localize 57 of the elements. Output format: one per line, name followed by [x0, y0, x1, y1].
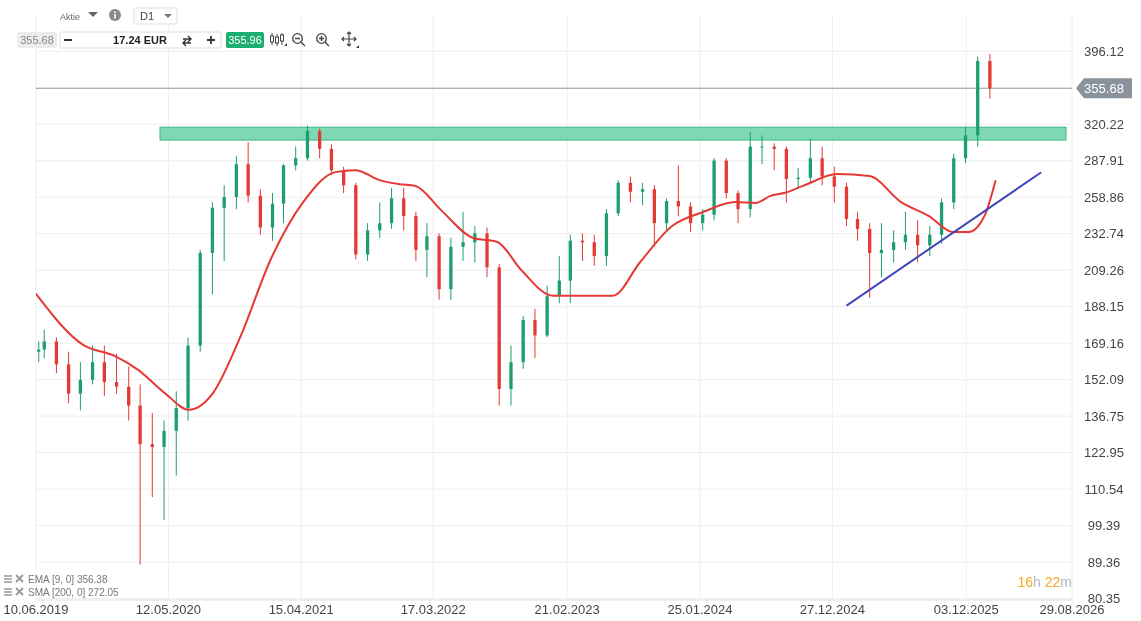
y-tick-label: 188.15 — [1084, 299, 1124, 315]
candlestick — [150, 412, 154, 498]
candlestick — [162, 420, 166, 521]
candlestick — [114, 353, 119, 395]
candlestick — [855, 211, 860, 242]
candlestick — [90, 345, 95, 385]
candlestick — [592, 234, 596, 267]
y-tick-label: 258.86 — [1084, 189, 1124, 205]
candlestick — [78, 361, 83, 411]
candlestick — [808, 138, 812, 184]
annotation: SMA [200, 0] 272.05 — [28, 587, 120, 598]
candlestick — [222, 184, 226, 262]
candlestick — [891, 229, 896, 263]
x-tick-label: 21.02.2023 — [534, 602, 600, 617]
y-tick-label: 136.75 — [1084, 408, 1124, 424]
y-tick-label: 99.39 — [1087, 518, 1121, 534]
candlestick — [963, 126, 968, 164]
annotation: 16h 22m — [1017, 574, 1072, 590]
y-tick-label: 169.16 — [1084, 335, 1124, 351]
y-tick-label: 232.74 — [1084, 226, 1124, 242]
candlestick — [628, 175, 633, 203]
candlestick — [736, 189, 740, 224]
candlestick — [533, 308, 537, 359]
x-tick-label: 15.04.2021 — [268, 602, 334, 617]
y-tick-label: 320.22 — [1084, 116, 1124, 132]
ref-line-label: 355.68 — [1084, 80, 1124, 96]
annotation: D1 — [140, 10, 155, 22]
annotation: EMA [9, 0] 356.38 — [28, 574, 108, 585]
candlestick — [425, 222, 429, 278]
annotation: 17.24 EUR — [113, 34, 167, 46]
candlestick — [879, 222, 884, 278]
x-tick-label: 12.05.2020 — [135, 602, 201, 617]
candlestick — [402, 187, 406, 231]
x-tick-label: 17.03.2022 — [400, 602, 466, 617]
y-tick-label: 110.54 — [1084, 481, 1124, 497]
x-tick-label: 29.08.2026 — [1039, 602, 1105, 617]
candlestick — [127, 366, 131, 422]
candlestick — [760, 134, 764, 165]
candlestick — [42, 329, 46, 359]
annotation: Aktie — [60, 12, 81, 22]
y-tick-label: 122.95 — [1084, 445, 1124, 461]
y-tick-label: 89.36 — [1087, 554, 1121, 570]
candlestick — [54, 336, 59, 374]
candlestick — [318, 128, 322, 159]
x-tick-label: 25.01.2024 — [667, 602, 733, 617]
y-tick-label: 152.09 — [1084, 372, 1124, 388]
candlestick — [461, 211, 465, 262]
candlestick — [640, 182, 645, 206]
candlestick — [174, 390, 178, 477]
y-tick-label: 396.12 — [1084, 43, 1124, 59]
x-tick-label: 10.06.2019 — [3, 602, 69, 617]
x-tick-label: 03.12.2025 — [933, 602, 999, 617]
y-tick-label: 209.26 — [1084, 262, 1124, 278]
candlestick — [102, 345, 107, 397]
x-tick-label: 27.12.2024 — [799, 602, 865, 617]
y-tick-label: 287.91 — [1084, 153, 1124, 169]
candlestick — [664, 197, 669, 231]
